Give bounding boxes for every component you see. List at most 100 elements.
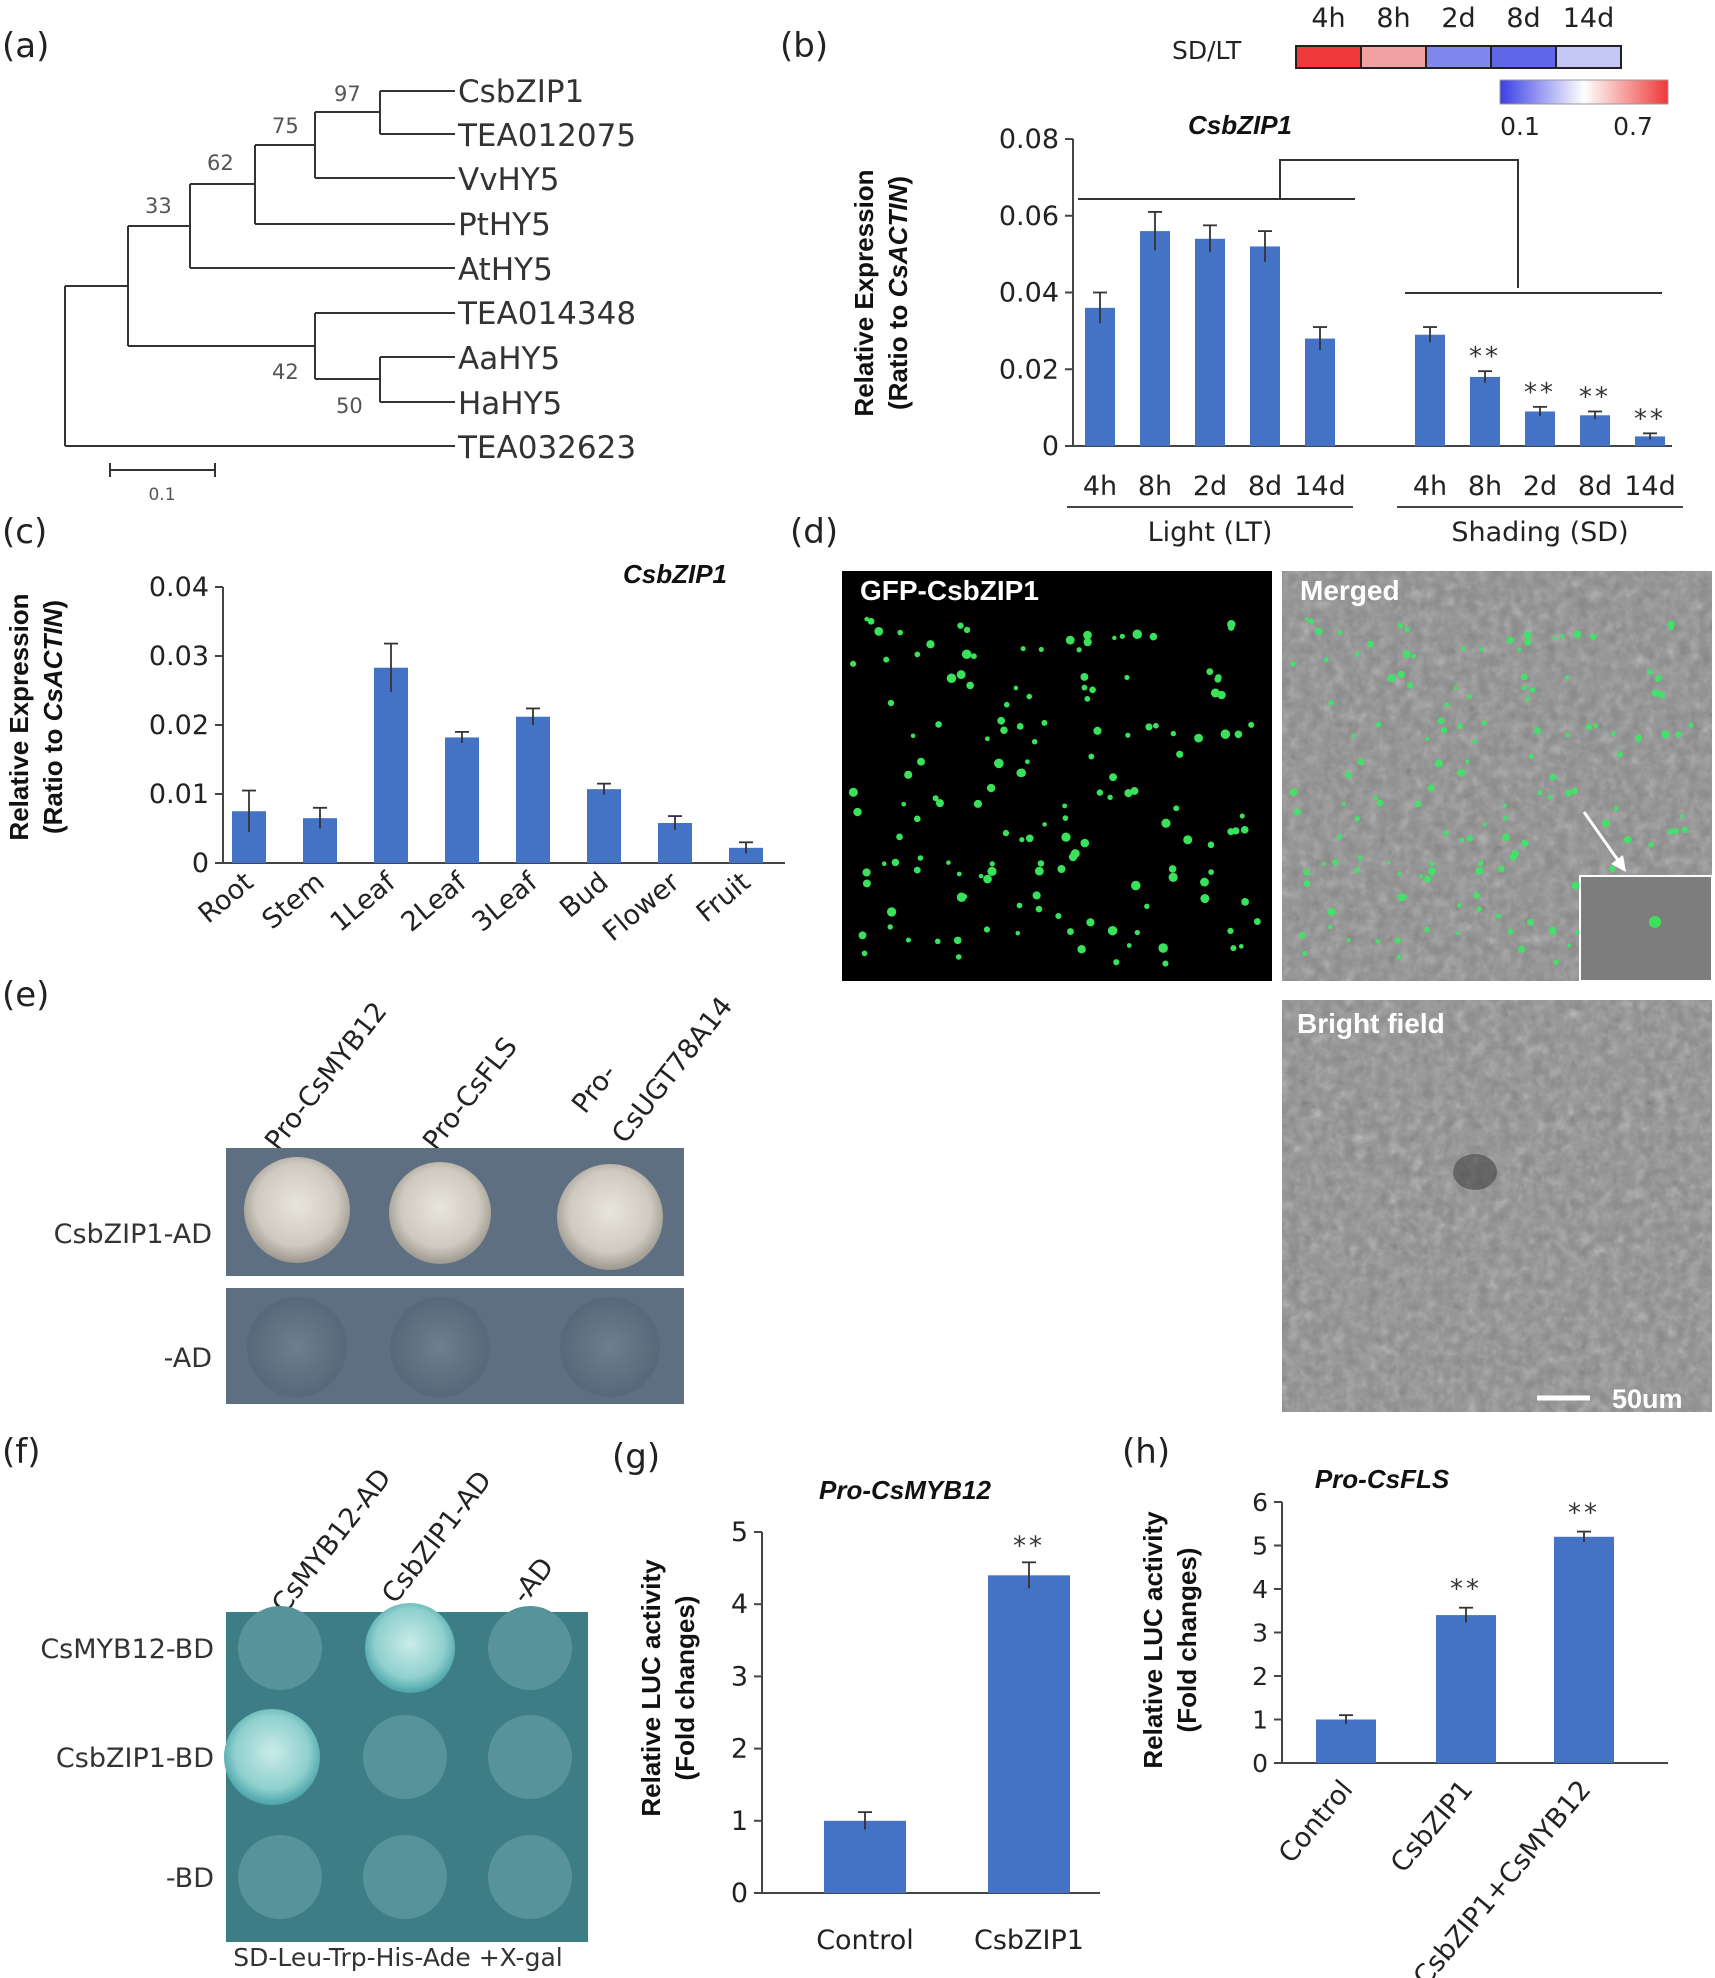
microscopy-panels: GFP-CsbZIP1 Merged Bright field 50um <box>842 571 1713 1414</box>
merged-image-label: Merged <box>1300 575 1400 606</box>
gfp-spot <box>963 626 971 634</box>
yeast-two-hybrid: CsMYB12-AD CsbZIP1-AD -AD CsMYB12-BD Csb… <box>40 1463 588 1972</box>
gfp-spot <box>896 833 903 841</box>
gfp-spot <box>1124 789 1133 798</box>
gfp-spot <box>953 936 962 945</box>
panel-label-a: (a) <box>2 26 49 66</box>
y2h-column-label: CsbZIP1-AD <box>376 1465 498 1609</box>
y1h-colony <box>389 1162 491 1264</box>
y1h-row-label: -AD <box>164 1343 212 1374</box>
panel-label-g: (g) <box>612 1437 660 1477</box>
bar <box>516 716 550 863</box>
merged-spot <box>1651 689 1660 697</box>
gfp-spot <box>1144 903 1150 910</box>
gfp-spot <box>1183 835 1193 845</box>
merged-spot <box>1680 813 1685 819</box>
y2h-row-label: CsMYB12-BD <box>40 1634 214 1665</box>
y-axis-label-line2: (Ratio to CsACTIN) <box>883 176 913 410</box>
gfp-spot <box>1042 822 1047 827</box>
merged-spot <box>1521 839 1529 847</box>
y-tick-label: 0.02 <box>149 710 209 741</box>
y2h-column-label: CsMYB12-AD <box>266 1463 398 1619</box>
tree-leaf: AtHY5 <box>458 252 553 288</box>
gfp-spot <box>1162 960 1169 967</box>
merged-spot <box>1667 828 1674 835</box>
chart-b-shading-expression: 0 0.02 0.04 0.06 0.08 Relative Expression (Rat… <box>849 110 1683 548</box>
merged-spot <box>1502 815 1508 821</box>
gfp-spot <box>1093 726 1102 735</box>
y-tick-label: 6 <box>1252 1488 1268 1517</box>
bar <box>374 667 408 863</box>
y-tick-label: 5 <box>1252 1532 1268 1561</box>
merged-spot <box>1358 855 1363 861</box>
bar <box>1525 411 1555 446</box>
gfp-spot <box>904 770 913 779</box>
y1h-colony-faint <box>390 1297 490 1397</box>
merged-spot <box>1675 731 1682 738</box>
bar <box>1635 436 1665 446</box>
heatmap-time-label: 2d <box>1441 3 1475 34</box>
gfp-spot <box>1020 646 1026 652</box>
merged-spot <box>1681 826 1688 834</box>
tree-leaf: TEA014348 <box>457 296 636 332</box>
gfp-spot <box>946 673 957 684</box>
gfp-spot <box>955 954 962 960</box>
bar <box>587 789 621 863</box>
gfp-spot <box>881 861 887 867</box>
merged-spot <box>1394 937 1401 944</box>
merged-spot <box>1479 647 1484 652</box>
gfp-spot <box>1241 898 1249 906</box>
y-axis-label: Relative LUC activity <box>636 1559 666 1817</box>
merged-spot <box>1375 938 1381 944</box>
gfp-spot <box>1003 701 1010 708</box>
group-label: Shading (SD) <box>1451 517 1628 548</box>
gfp-spot <box>1034 866 1044 876</box>
x-tick-label: 8h <box>1138 471 1172 502</box>
gfp-spot <box>1026 693 1033 700</box>
panel-label-h: (h) <box>1122 1432 1170 1472</box>
merged-spot <box>1344 771 1352 779</box>
merged-spot <box>1623 835 1632 844</box>
gfp-spot <box>1016 902 1023 909</box>
merged-spot <box>1473 891 1481 899</box>
merged-spot <box>1571 881 1580 890</box>
merged-spot <box>1585 723 1592 730</box>
gfp-spot <box>1130 787 1139 795</box>
y-tick-label: 0.04 <box>999 278 1059 309</box>
merged-spot <box>1290 661 1296 667</box>
gfp-spot <box>917 757 925 766</box>
gfp-spot <box>1238 944 1244 949</box>
gfp-spot <box>1200 877 1209 887</box>
gfp-spot <box>1065 635 1075 645</box>
merged-spot <box>1396 954 1402 960</box>
merged-spot <box>1427 784 1435 792</box>
merged-spot <box>1668 624 1674 631</box>
merged-spot <box>1428 867 1436 876</box>
y1h-row-label: CsbZIP1-AD <box>54 1219 212 1250</box>
heatmap-color-legend: 0.1 0.7 <box>1499 79 1669 141</box>
bootstrap-value: 42 <box>272 360 299 384</box>
merged-spot <box>1552 636 1557 640</box>
merged-spot <box>1537 789 1543 796</box>
merged-spot <box>1654 676 1661 683</box>
merged-spot <box>1354 867 1361 874</box>
merged-spot <box>1602 819 1610 828</box>
gfp-spot <box>1217 690 1226 700</box>
yeast-one-hybrid: Pro-CsMYB12 Pro-CsFLS Pro- CsUGT78A14 Cs… <box>54 991 739 1404</box>
gfp-spot <box>1083 638 1092 647</box>
gfp-spot <box>1076 647 1082 653</box>
gfp-spot <box>1227 927 1234 935</box>
merged-spot <box>1611 731 1616 736</box>
merged-spot <box>1511 849 1520 858</box>
gfp-spot <box>1096 789 1104 796</box>
gfp-spot <box>935 799 944 808</box>
gfp-spot <box>1248 721 1255 728</box>
gfp-spot <box>1132 629 1142 639</box>
gfp-spot <box>946 860 951 865</box>
gfp-spot <box>1025 759 1030 765</box>
merged-spot <box>1564 789 1572 797</box>
bootstrap-value: 75 <box>272 114 299 138</box>
heatmap-time-label: 8d <box>1506 3 1540 34</box>
heatmap-cell <box>1490 45 1557 69</box>
gfp-spot <box>883 656 890 663</box>
